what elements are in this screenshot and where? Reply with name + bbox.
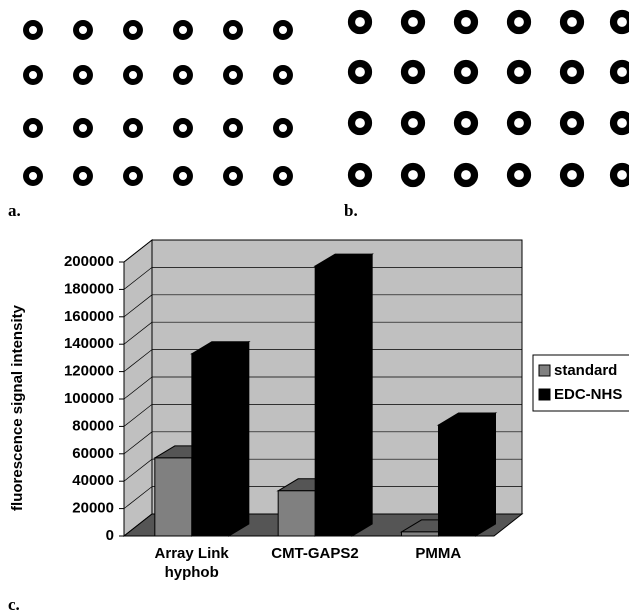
spot	[176, 169, 190, 183]
spot	[458, 64, 475, 81]
spot	[126, 23, 140, 37]
panel-label: b.	[344, 201, 358, 220]
y-tick-label: 100000	[64, 390, 114, 407]
spot	[405, 64, 422, 81]
chart: a. b. c. fluorescence signal intensity 0…	[0, 0, 629, 616]
bar	[315, 266, 352, 536]
x-tick-label: CMT-GAPS2	[255, 544, 375, 563]
spot	[564, 167, 581, 184]
legend-swatch	[539, 389, 550, 400]
spot	[511, 167, 528, 184]
spot	[511, 115, 528, 132]
y-tick-label: 160000	[64, 308, 114, 325]
spot	[564, 115, 581, 132]
spot	[458, 14, 475, 31]
y-tick-label: 140000	[64, 335, 114, 352]
y-tick-label: 180000	[64, 280, 114, 297]
spot	[276, 68, 290, 82]
bar-side	[476, 413, 496, 536]
spot	[352, 14, 369, 31]
legend-label: EDC-NHS	[554, 386, 622, 403]
spot	[511, 64, 528, 81]
y-tick-label: 200000	[64, 253, 114, 270]
bar-side	[229, 342, 249, 536]
spot	[26, 121, 40, 135]
spot	[564, 64, 581, 81]
y-tick-label: 120000	[64, 363, 114, 380]
spot	[458, 115, 475, 132]
spot	[352, 64, 369, 81]
spot	[276, 169, 290, 183]
bar	[439, 425, 476, 536]
spot	[26, 23, 40, 37]
legend-label: standard	[554, 362, 617, 379]
y-tick-label: 80000	[72, 417, 114, 434]
spot	[176, 23, 190, 37]
x-tick-label: PMMA	[378, 544, 498, 563]
legend-swatch	[539, 365, 550, 376]
spot	[614, 14, 629, 31]
spot	[405, 14, 422, 31]
y-tick-label: 0	[106, 527, 114, 544]
panel-label: a.	[8, 201, 21, 220]
spot	[564, 14, 581, 31]
spot	[614, 64, 629, 81]
spot	[226, 169, 240, 183]
y-axis-label: fluorescence signal intensity	[9, 304, 26, 511]
spot	[276, 121, 290, 135]
spot	[614, 115, 629, 132]
spot	[511, 14, 528, 31]
spot	[76, 169, 90, 183]
spot	[126, 169, 140, 183]
spot	[126, 68, 140, 82]
spot	[176, 68, 190, 82]
bar	[402, 532, 439, 536]
bar	[278, 491, 315, 536]
spot	[26, 169, 40, 183]
y-tick-label: 40000	[72, 472, 114, 489]
spot	[226, 121, 240, 135]
x-tick-label: Array Link hyphob	[132, 544, 252, 582]
spot	[352, 115, 369, 132]
panel-label: c.	[8, 595, 20, 614]
spot	[226, 68, 240, 82]
bar	[155, 458, 192, 536]
spot	[126, 121, 140, 135]
spot	[176, 121, 190, 135]
spot	[76, 68, 90, 82]
spot	[76, 23, 90, 37]
bar	[192, 354, 229, 536]
y-tick-label: 20000	[72, 500, 114, 517]
spot	[405, 115, 422, 132]
spot	[458, 167, 475, 184]
figure: a. b. c. fluorescence signal intensity 0…	[0, 0, 629, 616]
spot	[614, 167, 629, 184]
spot	[405, 167, 422, 184]
bar-side	[352, 254, 372, 536]
y-tick-label: 60000	[72, 445, 114, 462]
spot	[352, 167, 369, 184]
spot	[276, 23, 290, 37]
spot	[76, 121, 90, 135]
spot	[226, 23, 240, 37]
spot	[26, 68, 40, 82]
